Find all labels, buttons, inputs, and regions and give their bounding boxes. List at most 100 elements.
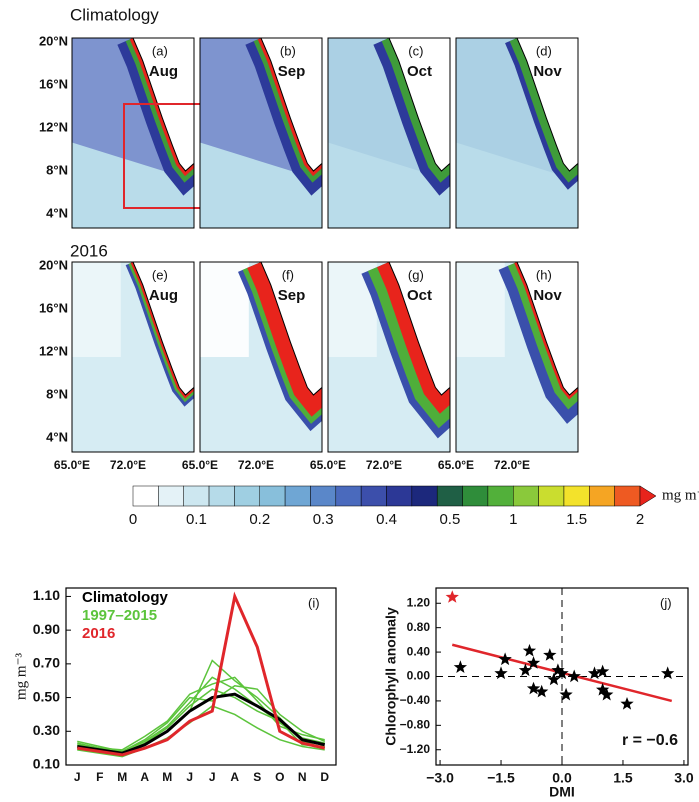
land xyxy=(517,38,578,171)
map-panel: (e) Aug xyxy=(71,261,195,453)
colorbar-segment xyxy=(411,485,438,507)
map-body xyxy=(200,262,322,452)
plot-frame xyxy=(435,587,689,766)
data-line xyxy=(77,591,326,757)
land xyxy=(261,262,322,395)
lat-tick-label: 8°N xyxy=(46,386,68,401)
panel-label: (g) xyxy=(408,267,424,282)
point xyxy=(498,652,512,666)
colorbar-segment xyxy=(538,485,565,507)
map-frame xyxy=(455,37,579,229)
point xyxy=(587,666,602,680)
colorbar-segment xyxy=(589,485,615,507)
y-tick-label: 0.70 xyxy=(33,655,60,671)
map-panel: (f) Sep xyxy=(199,261,323,453)
cloud xyxy=(72,262,121,357)
lon-tick-label: 72.0°E xyxy=(238,458,274,472)
point xyxy=(620,697,634,710)
lat-tick-label: 16°N xyxy=(39,76,68,91)
map-panel: (g) Oct xyxy=(327,261,451,453)
point xyxy=(567,669,581,683)
lat-tick-label: 8°N xyxy=(46,162,68,177)
point xyxy=(543,648,557,661)
x-tick-label: N xyxy=(298,770,307,784)
coastline xyxy=(132,38,194,172)
x-tick-label: S xyxy=(253,770,261,784)
panel-label: (d) xyxy=(536,43,552,58)
panel-month: Nov xyxy=(533,287,562,304)
legend-entry: 1997–2015 xyxy=(82,607,157,624)
map-panel: (c) Oct xyxy=(327,37,451,229)
map-body xyxy=(72,262,194,452)
y-tick-label: 0.50 xyxy=(33,688,60,704)
data-line xyxy=(77,659,325,756)
panel-label: (c) xyxy=(408,43,423,58)
lat-tick-label: 20°N xyxy=(39,257,68,272)
x-tick-label: A xyxy=(140,770,149,784)
x-tick-label: J xyxy=(186,770,193,784)
colorbar-tick-label: 0.2 xyxy=(249,511,270,528)
y-tick-label: 1.20 xyxy=(407,595,431,609)
map-body xyxy=(328,38,450,228)
y-tick-label: 0.10 xyxy=(33,756,60,772)
y-tick-label: 1.10 xyxy=(33,587,60,603)
panel-label: (i) xyxy=(308,595,320,610)
lat-tick-label: 12°N xyxy=(39,343,68,358)
panel-label: (j) xyxy=(660,595,672,610)
x-tick-label: A xyxy=(230,770,239,784)
panel-month: Sep xyxy=(278,287,306,304)
point xyxy=(494,666,508,680)
point xyxy=(559,687,573,701)
map-frame xyxy=(455,261,579,453)
lon-tick-label: 65.0°E xyxy=(310,458,346,472)
legend-entry: Climatology xyxy=(82,589,168,606)
coastline xyxy=(260,38,322,172)
point xyxy=(555,666,569,680)
panel-label: (b) xyxy=(280,43,296,58)
y-axis-label: mg m⁻³ xyxy=(13,652,29,700)
map-frame xyxy=(199,261,323,453)
x-tick-label: J xyxy=(209,770,216,784)
data-line xyxy=(77,676,325,751)
panel-month: Sep xyxy=(278,63,306,80)
x-tick-label: M xyxy=(162,770,172,784)
x-tick-label: D xyxy=(320,770,329,784)
point xyxy=(535,684,549,698)
y-axis-label: Chlorophyll anomaly xyxy=(383,607,399,746)
point xyxy=(547,672,561,686)
point xyxy=(522,643,537,657)
lon-tick-label: 72.0°E xyxy=(110,458,146,472)
y-tick-label: −1.20 xyxy=(400,742,431,756)
y-tick-label: 0.00 xyxy=(407,669,431,683)
colorbar-segment xyxy=(158,485,184,507)
map-frame xyxy=(327,261,451,453)
colorbar-segment xyxy=(183,485,210,507)
coastline xyxy=(516,38,578,172)
point xyxy=(518,663,533,677)
plot-frame xyxy=(65,587,337,766)
lat-tick-label: 12°N xyxy=(39,119,68,134)
colorbar-segment xyxy=(208,485,235,507)
coastline xyxy=(260,262,322,396)
panel-month: Oct xyxy=(407,63,432,80)
point xyxy=(596,664,610,678)
point xyxy=(453,660,467,673)
panel-month: Aug xyxy=(149,287,178,304)
colorbar-segment xyxy=(386,485,413,507)
lon-tick-label: 72.0°E xyxy=(494,458,530,472)
y-tick-label: −0.40 xyxy=(400,693,431,707)
colorbar-segment xyxy=(487,485,514,507)
point xyxy=(551,663,565,677)
colorbar-tick-label: 0.5 xyxy=(439,511,460,528)
map-frame xyxy=(327,37,451,229)
colorbar-segment xyxy=(310,485,337,507)
y-tick-label: −0.80 xyxy=(400,717,431,731)
panel-label: (a) xyxy=(152,43,168,58)
colorbar-tick-label: 0.3 xyxy=(313,511,334,528)
panel-label: (h) xyxy=(536,267,552,282)
legend-entry: 2016 xyxy=(82,625,115,642)
map-body xyxy=(72,38,194,228)
cloud xyxy=(456,262,505,357)
colorbar-segment xyxy=(462,485,489,507)
